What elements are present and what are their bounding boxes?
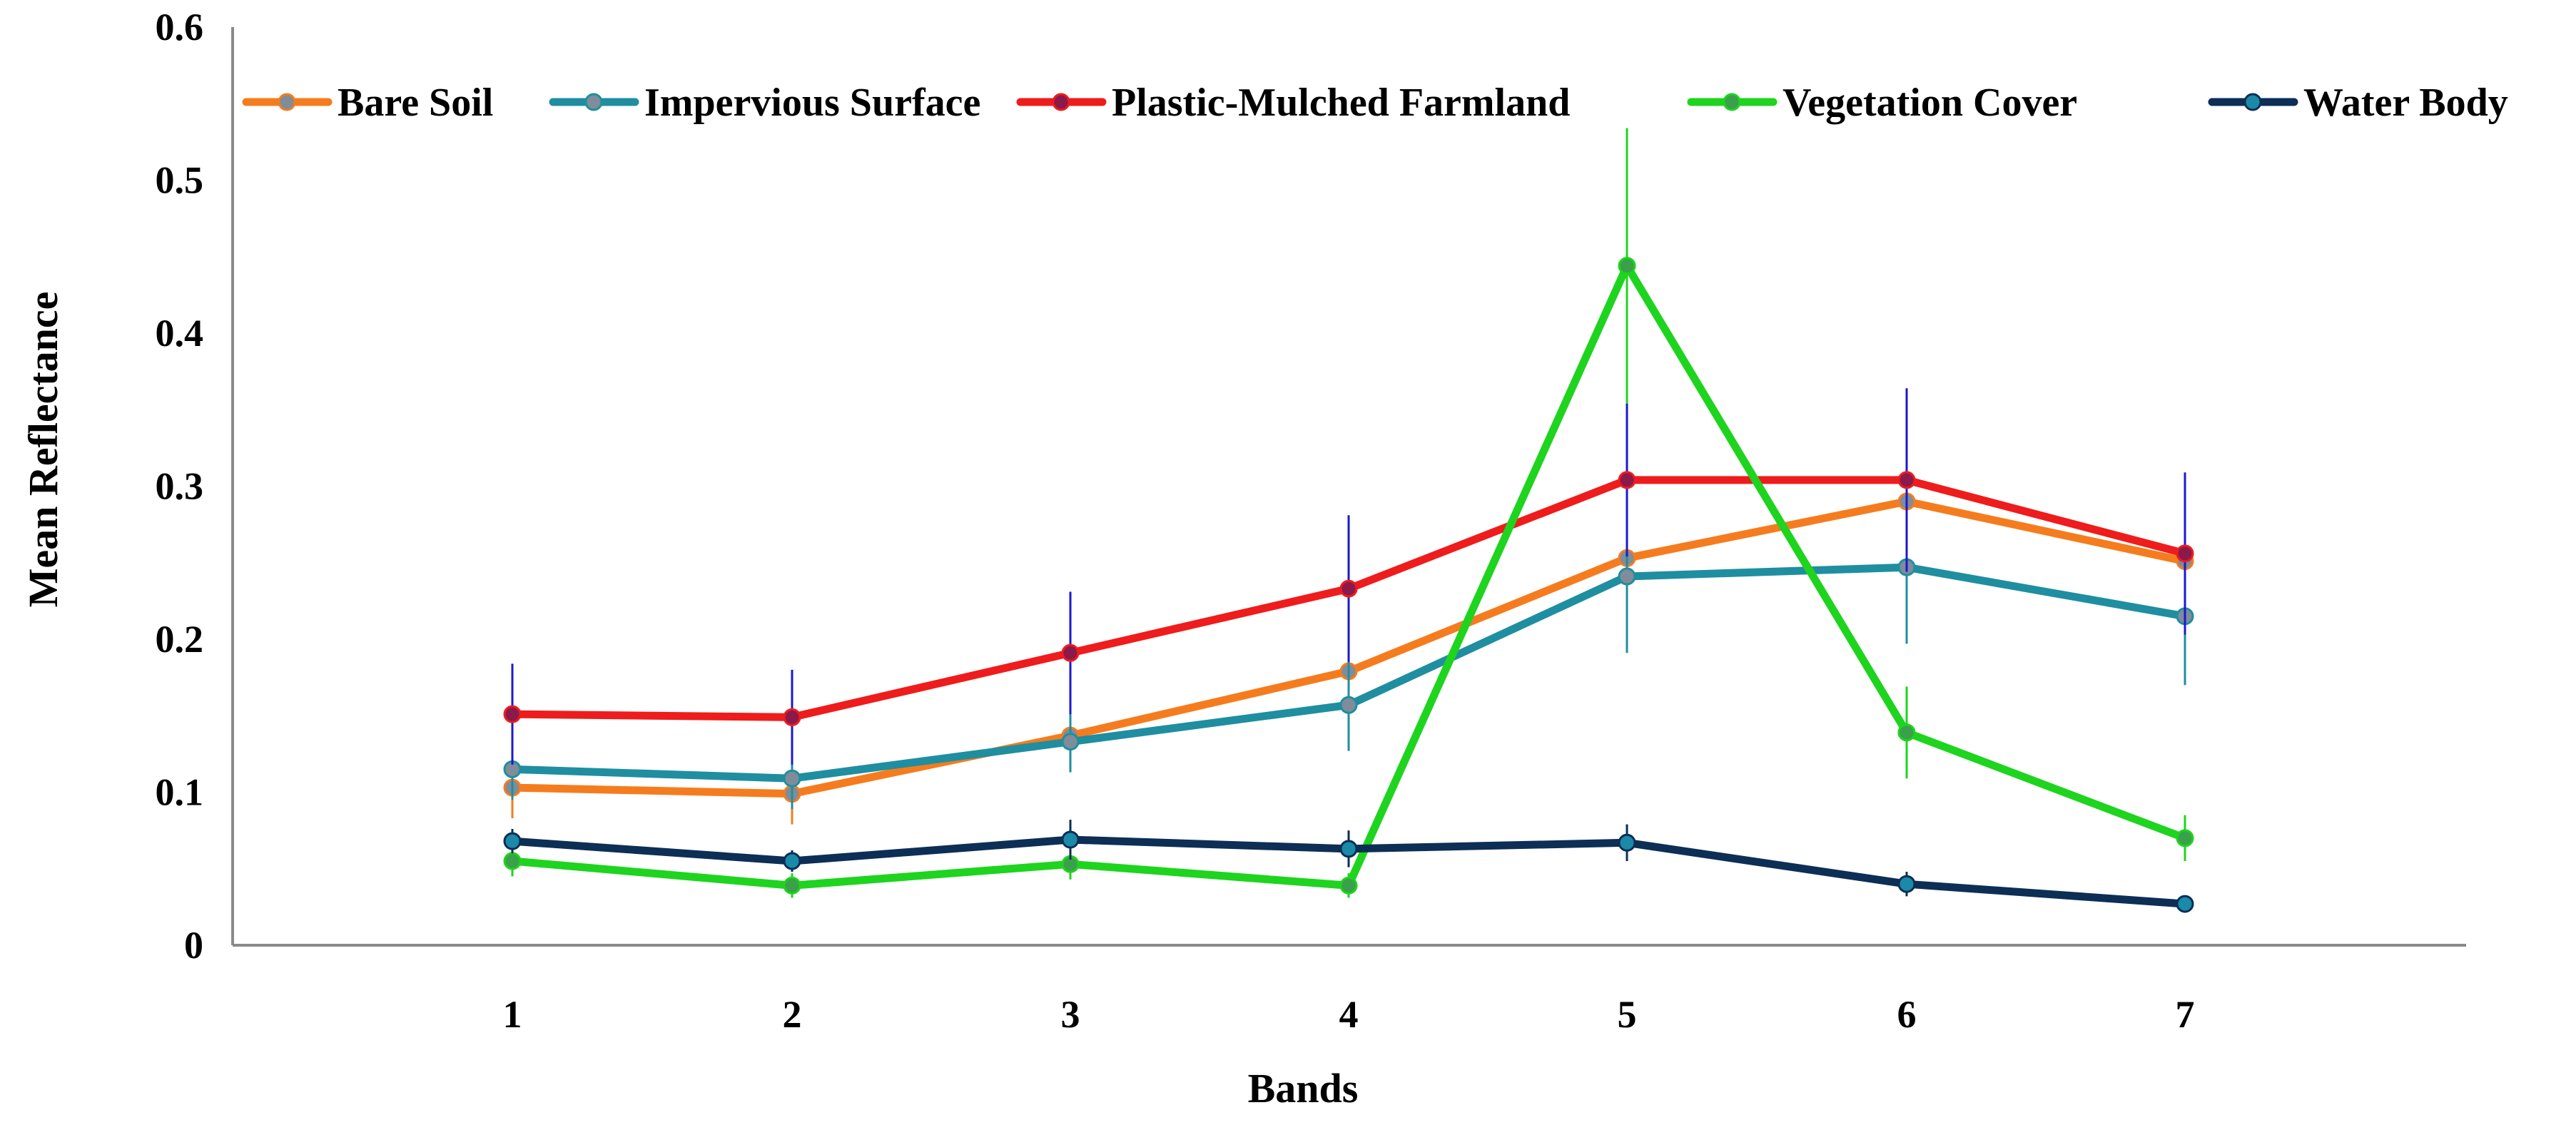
data-point [1897,471,1916,489]
x-tick-label: 6 [1897,993,1917,1036]
legend-label: Impervious Surface [644,81,980,125]
data-point [783,876,801,895]
data-point [1061,643,1080,662]
x-tick-label: 3 [1061,993,1080,1036]
y-tick-label: 0.2 [156,618,204,661]
x-tick-label: 2 [783,993,802,1036]
data-point [1618,833,1636,852]
data-point [783,852,801,870]
data-point [503,852,522,870]
legend-item: Vegetation Cover [1687,81,2077,125]
data-point [1061,830,1080,849]
y-tick-label: 0.1 [156,771,204,814]
legend-item: Bare Soil [242,81,493,125]
series-water-body [503,820,2194,913]
y-axis-title: Mean Reflectance [20,292,66,608]
data-point [2176,829,2194,847]
y-tick-labels: 0 0.1 0.2 0.3 0.4 0.5 0.6 [156,6,204,967]
data-point [1339,579,1358,598]
axes [231,27,2466,947]
data-point [1897,875,1916,893]
x-tick-label: 5 [1618,993,1637,1036]
legend-label: Plastic-Mulched Farmland [1112,81,1570,125]
data-point [1618,471,1636,489]
legend-swatch-marker [584,93,603,111]
data-point [1897,723,1916,742]
data-point [1618,257,1636,275]
data-point [783,708,801,726]
data-point [1339,840,1358,858]
legend-swatch-marker [1052,93,1070,111]
legend-item: Plastic-Mulched Farmland [1016,81,1570,125]
data-point [783,769,801,788]
y-tick-label: 0.6 [156,6,204,49]
data-point [1339,876,1358,895]
legend-label: Water Body [2303,81,2508,125]
series-vegetation-cover [503,128,2194,898]
x-tick-label: 7 [2176,993,2195,1036]
legend-label: Bare Soil [338,81,493,125]
x-tick-labels: 1 2 3 4 5 6 7 [503,993,2195,1036]
data-point [503,705,522,723]
data-point [2176,544,2194,563]
x-tick-label: 4 [1339,993,1359,1036]
legend: Bare Soil Impervious Surface Plastic-Mulch… [242,81,2508,125]
y-tick-label: 0.4 [156,312,204,355]
data-point [2176,895,2194,913]
data-point [503,832,522,850]
legend-swatch-marker [2243,93,2262,111]
x-axis-title: Bands [1248,1065,1359,1111]
y-tick-label: 0 [184,924,203,967]
series-layer [503,128,2194,913]
data-point [1339,696,1358,714]
legend-label: Vegetation Cover [1783,81,2077,125]
legend-swatch-marker [278,93,296,111]
y-tick-label: 0.3 [156,465,204,508]
legend-item: Water Body [2208,81,2508,125]
data-point [1061,733,1080,751]
legend-swatch-marker [1723,93,1741,111]
x-tick-label: 1 [503,993,522,1036]
legend-item: Impervious Surface [549,81,980,125]
series-plastic-mulched-farmland [503,388,2194,765]
y-tick-label: 0.5 [156,159,204,202]
data-point [1618,567,1636,586]
